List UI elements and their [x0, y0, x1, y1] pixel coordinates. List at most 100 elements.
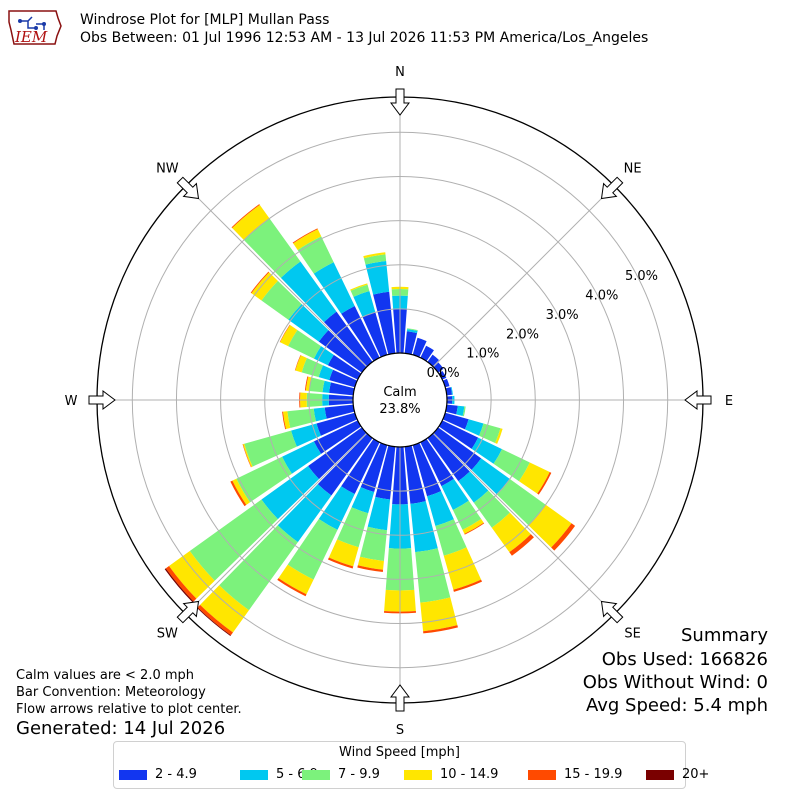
bar-230deg-bin2	[189, 499, 278, 581]
bar-300deg-bin0	[327, 354, 362, 380]
bar-80deg-bin1	[450, 386, 453, 395]
radial-tick-0: 0.0%	[427, 366, 460, 381]
flow-arrows-note: Flow arrows relative to plot center.	[16, 702, 242, 717]
bar-210deg-bin4	[277, 578, 307, 597]
bar-330deg-bin4	[292, 228, 318, 244]
bar-300deg-bin3	[280, 325, 298, 347]
legend-swatch	[302, 770, 330, 780]
radial-tick-5: 5.0%	[625, 269, 658, 284]
bar-170deg-bin1	[410, 501, 438, 553]
bar-150deg-bin1	[441, 478, 469, 510]
bar-190deg-bin3	[357, 556, 384, 570]
bar-150deg-bin3	[462, 519, 484, 534]
bar-190deg-bin2	[360, 526, 388, 561]
bar-220deg-bin2	[219, 525, 298, 611]
flow-arrow-180	[390, 684, 410, 712]
legend-swatch	[404, 770, 432, 780]
bar-280deg-bin4	[304, 376, 309, 391]
grid-spoke-45	[432, 185, 615, 368]
bar-50deg-bin0	[433, 362, 444, 373]
direction-label-nw: NW	[156, 161, 179, 176]
legend-items: 2 - 4.9 5 - 6.9 7 - 9.9 10 - 14.9 15 - 19.9 2…	[114, 767, 709, 785]
direction-label-se: SE	[624, 627, 640, 642]
bar-330deg-bin2	[297, 236, 334, 274]
bar-220deg-bin5	[197, 607, 231, 637]
bar-310deg-bin3	[251, 272, 278, 301]
bar-140deg-bin3	[491, 512, 531, 553]
bar-330deg-bin3	[293, 229, 322, 250]
bar-70deg-bin0	[442, 378, 450, 388]
flow-arrow-0	[390, 88, 410, 116]
bar-110deg-bin1	[464, 419, 484, 436]
bar-240deg-bin1	[282, 441, 322, 474]
bar-340deg-bin1	[353, 291, 376, 317]
flow-arrows	[88, 88, 712, 712]
legend-swatch	[119, 770, 147, 780]
bar-210deg-bin0	[341, 438, 380, 495]
bar-170deg-bin3	[420, 597, 458, 632]
bar-120deg-bin0	[438, 420, 479, 449]
flow-arrow-135	[600, 600, 624, 624]
direction-label-s: S	[396, 723, 404, 738]
bar-230deg-bin1	[261, 466, 319, 520]
bar-330deg-bin1	[313, 262, 355, 314]
bar-260deg-bin4	[282, 411, 287, 430]
bar-210deg-bin3	[278, 564, 314, 595]
bar-140deg-bin2	[473, 490, 510, 528]
bar-260deg-bin3	[282, 411, 291, 430]
legend-swatch	[240, 770, 268, 780]
bar-190deg-bin0	[375, 445, 396, 500]
direction-label-ne: NE	[624, 161, 642, 176]
bar-260deg-bin1	[313, 407, 327, 422]
bar-200deg-bin1	[351, 487, 375, 514]
logo-text: IEM	[14, 28, 48, 46]
bar-250deg-bin2	[244, 430, 297, 467]
bar-230deg-bin0	[308, 427, 367, 480]
bar-220deg-bin4	[197, 604, 233, 636]
calm-circle	[352, 352, 448, 448]
bar-160deg-bin0	[412, 442, 442, 497]
bar-220deg-bin1	[277, 484, 332, 543]
bar-150deg-bin2	[452, 500, 482, 530]
bar-240deg-bin0	[313, 420, 362, 454]
bar-250deg-bin4	[242, 444, 252, 468]
bar-130deg-bin2	[496, 478, 546, 526]
bar-240deg-bin4	[230, 480, 247, 507]
bar-290deg-bin0	[329, 369, 358, 388]
bar-230deg-bin3	[168, 551, 215, 599]
windrose-bars	[164, 204, 576, 637]
chart-subtitle: Obs Between: 01 Jul 1996 12:53 AM - 13 J…	[80, 30, 649, 46]
bar-240deg-bin3	[232, 478, 250, 505]
bar-300deg-bin1	[313, 346, 334, 366]
generated-date: Generated: 14 Jul 2026	[16, 718, 226, 739]
bar-290deg-bin3	[295, 355, 307, 373]
bar-290deg-bin4	[294, 355, 301, 371]
radial-tick-2: 2.0%	[506, 327, 539, 342]
direction-label-e: E	[725, 394, 733, 409]
bar-350deg-bin2	[363, 254, 387, 265]
bar-240deg-bin2	[236, 456, 292, 503]
bar-310deg-bin1	[288, 303, 329, 342]
grid-spoke-225	[185, 432, 368, 615]
bar-250deg-bin0	[316, 412, 358, 436]
flow-arrow-270	[88, 390, 116, 410]
bar-300deg-bin2	[288, 329, 322, 359]
bar-320deg-bin0	[324, 311, 373, 367]
calm-label: Calm	[383, 385, 416, 400]
bar-110deg-bin0	[442, 412, 469, 430]
legend-label: 20+	[682, 767, 710, 782]
bar-280deg-bin1	[322, 380, 331, 393]
direction-label-w: W	[65, 394, 78, 409]
bar-290deg-bin2	[301, 357, 323, 378]
bar-280deg-bin2	[309, 377, 325, 393]
bar-220deg-bin0	[317, 433, 373, 496]
bar-190deg-bin4	[357, 565, 384, 572]
summary-obs-used: Obs Used: 166826	[601, 649, 768, 670]
bar-130deg-bin1	[471, 458, 510, 495]
bar-350deg-bin0	[373, 291, 396, 355]
bar-320deg-bin2	[243, 218, 301, 278]
calm-note: Calm values are < 2.0 mph	[16, 668, 195, 683]
direction-labels: N NE E SE S SW W NW	[65, 65, 734, 738]
radial-tick-1: 1.0%	[466, 347, 499, 362]
summary-title: Summary	[681, 625, 768, 646]
